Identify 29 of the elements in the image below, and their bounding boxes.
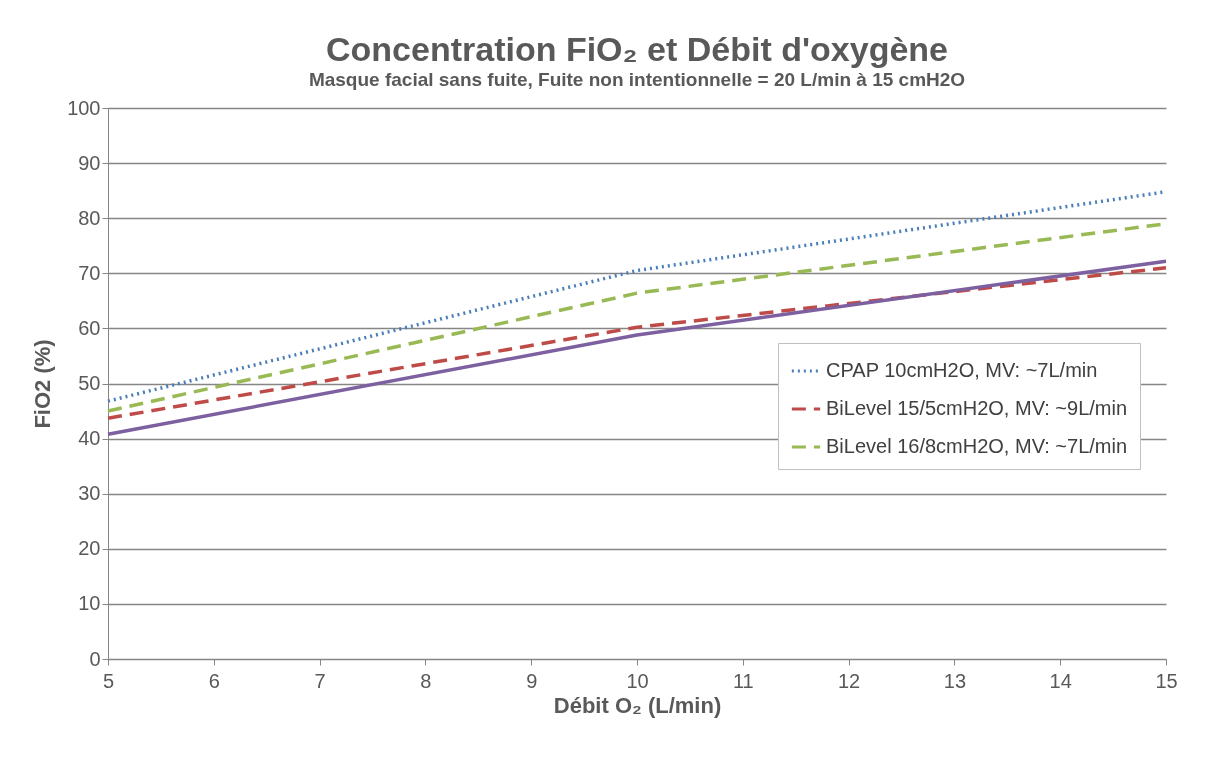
x-tick-label: 9: [526, 669, 538, 692]
x-tick-label: 8: [420, 669, 432, 692]
x-tick-label: 6: [208, 669, 220, 692]
y-tick-label: 60: [78, 316, 101, 339]
x-tick-label: 13: [943, 669, 967, 692]
x-tick-label: 12: [837, 669, 861, 692]
y-axis-title: FiO2 (%): [30, 339, 56, 429]
legend-label: BiLevel 16/8cmH2O, MV: ~7L/min: [826, 435, 1128, 457]
y-tick-label: 0: [89, 647, 101, 670]
y-tick-label: 80: [78, 206, 101, 229]
legend-label: CPAP 10cmH2O, MV: ~7L/min: [826, 359, 1098, 381]
y-tick-label: 50: [78, 372, 101, 394]
x-tick-label: 15: [1155, 669, 1178, 692]
y-tick-label: 100: [67, 96, 101, 119]
y-tick-label: 40: [78, 427, 101, 450]
x-tick-label: 10: [626, 669, 649, 692]
chart-subtitle: Masque facial sans fuite, Fuite non intentionnelle = 20 L/min à 15 cmH2O: [308, 69, 966, 90]
x-tick-label: 7: [314, 669, 326, 692]
y-tick-label: 70: [78, 261, 101, 284]
x-tick-label: 14: [1049, 669, 1072, 692]
y-tick-label: 20: [78, 537, 101, 560]
y-tick-label: 30: [78, 482, 101, 505]
y-tick-label: 10: [78, 592, 101, 615]
x-tick-label: 11: [732, 669, 754, 692]
y-tick-label: 90: [78, 151, 101, 174]
legend-label: BiLevel 15/5cmH2O, MV: ~9L/min: [826, 397, 1128, 419]
x-tick-label: 5: [102, 669, 115, 692]
x-axis-title: Débit O₂ (L/min): [553, 692, 722, 718]
chart-title: Concentration FiO₂ et Débit d'oxygène: [325, 30, 949, 68]
